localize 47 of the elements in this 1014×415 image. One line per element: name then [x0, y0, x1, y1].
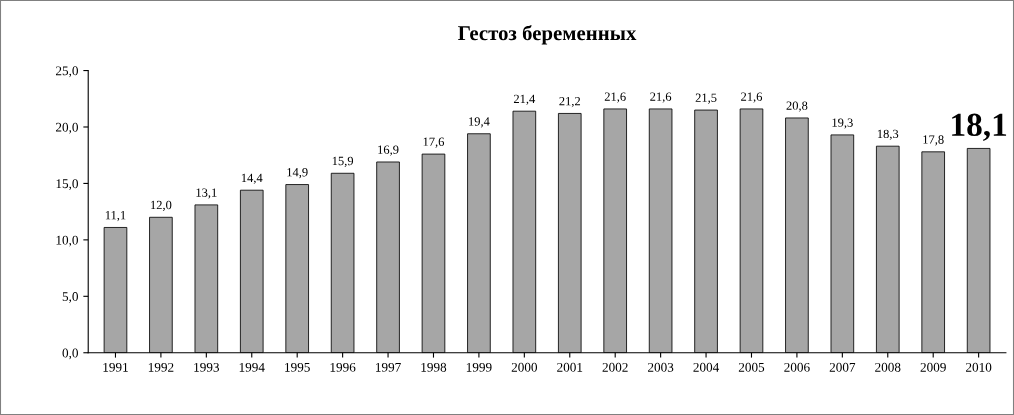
- y-tick-label: 20,0: [55, 122, 78, 134]
- data-label: 21,6: [604, 92, 626, 103]
- x-tick-label: 2000: [511, 362, 538, 372]
- data-label: 21,6: [650, 92, 672, 103]
- data-label: 13,1: [196, 188, 217, 199]
- y-tick-label: 5,0: [62, 292, 78, 303]
- data-label: 21,5: [695, 93, 717, 104]
- data-label: 18,1: [952, 113, 1007, 141]
- x-tick-label: 2009: [920, 362, 946, 372]
- x-tick-label: 1996: [330, 362, 356, 372]
- y-tick-label: 15,0: [56, 179, 78, 191]
- data-label: 12,0: [151, 200, 172, 211]
- x-tick-label: 2007: [829, 362, 856, 372]
- y-tick-label: 0,0: [62, 348, 78, 360]
- x-tick-label: 2001: [557, 362, 583, 372]
- x-tick-label: 1992: [148, 362, 174, 372]
- data-label: 20,8: [786, 101, 808, 112]
- data-label: 17,8: [923, 135, 944, 146]
- x-tick-label: 1997: [376, 362, 401, 372]
- data-label: 21,6: [741, 92, 763, 103]
- x-tick-label: 2006: [784, 362, 810, 372]
- y-tick-label: 25,0: [55, 66, 78, 78]
- data-label: 14,4: [241, 173, 263, 184]
- data-label: 19,4: [469, 117, 490, 128]
- data-label: 15,9: [332, 156, 354, 167]
- x-tick-label: 1994: [239, 362, 265, 372]
- data-label: 11,1: [105, 210, 126, 222]
- x-tick-label: 2005: [738, 362, 765, 372]
- x-tick-label: 1999: [466, 362, 492, 372]
- x-tick-label: 1991: [103, 362, 128, 372]
- x-tick-label: 2003: [648, 362, 674, 372]
- data-label: 21,4: [513, 94, 536, 105]
- x-tick-label: 2004: [693, 362, 720, 372]
- y-tick-label: 10,0: [56, 235, 78, 247]
- x-tick-label: 2002: [602, 362, 628, 372]
- data-label: 18,3: [877, 129, 899, 140]
- data-label: 21,2: [559, 96, 581, 108]
- x-tick-label: 2008: [875, 362, 901, 372]
- x-tick-label: 2010: [966, 362, 992, 372]
- chart-title: Гестоз беременных: [458, 25, 637, 45]
- data-label: 14,9: [287, 168, 308, 179]
- x-tick-label: 1995: [285, 362, 310, 372]
- data-label: 17,6: [423, 137, 445, 148]
- x-tick-label: 1993: [194, 362, 220, 372]
- data-label: 16,9: [378, 145, 399, 156]
- data-label: 19,3: [832, 118, 853, 129]
- x-tick-label: 1998: [421, 362, 447, 372]
